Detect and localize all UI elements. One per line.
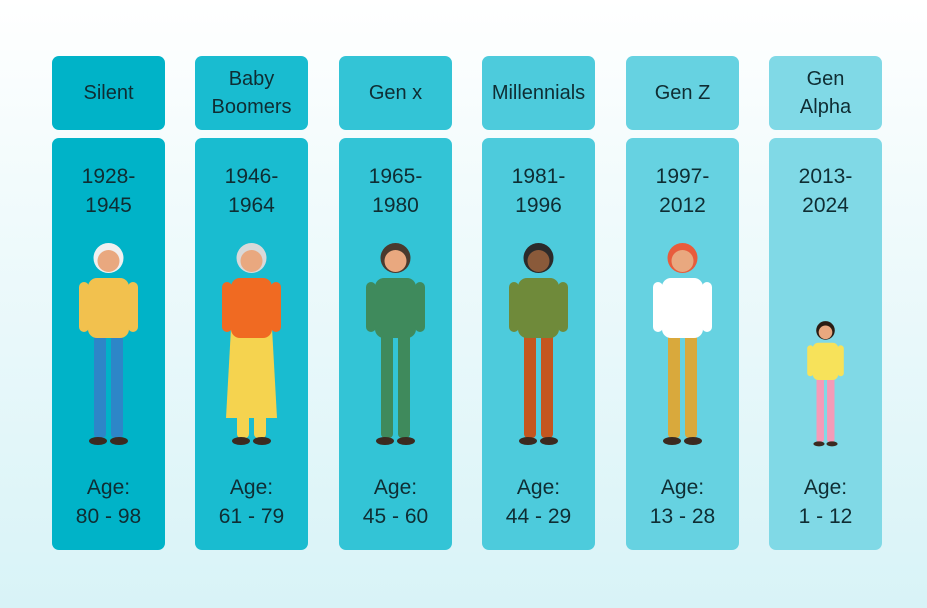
text-line: Age: (660, 476, 705, 499)
person-illustration (222, 243, 281, 445)
text-line: 1997- (655, 165, 710, 188)
generation-name: Silent (52, 56, 165, 130)
text-line: Alpha (799, 96, 852, 118)
person-illustration (366, 243, 425, 445)
person-illustration (807, 321, 844, 447)
text-line: Boomers (211, 96, 292, 118)
text-line: 61 - 79 (218, 505, 285, 528)
birth-years: 1928- 1945 (52, 162, 165, 220)
text-line: 13 - 28 (649, 505, 716, 528)
text-line: Gen Z (654, 82, 711, 104)
text-line: 2013- (798, 165, 853, 188)
text-line: Age: (86, 476, 131, 499)
person-illustration (79, 243, 138, 445)
text-line: 1981- (511, 165, 566, 188)
birth-years: 1965- 1980 (339, 162, 452, 220)
text-line: Age: (373, 476, 418, 499)
generation-card: 1946- 1964 Age: 61 - 79 (195, 138, 308, 550)
text-line: 2024 (802, 194, 849, 217)
text-line: 1946- (224, 165, 279, 188)
text-line: 1945 (85, 194, 132, 217)
text-line: Millennials (491, 82, 586, 104)
generation-card: 1965- 1980 Age: 45 - 60 (339, 138, 452, 550)
text-line: Age: (229, 476, 274, 499)
text-line: 1 - 12 (798, 505, 853, 528)
text-line: 44 - 29 (505, 505, 572, 528)
generation-name: Gen Z (626, 56, 739, 130)
text-line: 1964 (228, 194, 275, 217)
age-range: Age: 61 - 79 (195, 473, 308, 531)
text-line: 1965- (368, 165, 423, 188)
text-line: 2012 (659, 194, 706, 217)
age-range: Age: 44 - 29 (482, 473, 595, 531)
age-range: Age: 13 - 28 (626, 473, 739, 531)
generation-card: 2013- 2024 Age: 1 - 12 (769, 138, 882, 550)
text-line: 1996 (515, 194, 562, 217)
text-line: 80 - 98 (75, 505, 142, 528)
age-range: Age: 1 - 12 (769, 473, 882, 531)
generation-card: 1997- 2012 Age: 13 - 28 (626, 138, 739, 550)
text-line: Baby (228, 68, 275, 90)
birth-years: 1981- 1996 (482, 162, 595, 220)
birth-years: 1997- 2012 (626, 162, 739, 220)
person-illustration (509, 243, 568, 445)
generation-name: Baby Boomers (195, 56, 308, 130)
generation-name: Millennials (482, 56, 595, 130)
text-line: Gen (806, 68, 845, 90)
text-line: Age: (516, 476, 561, 499)
text-line: 1980 (372, 194, 419, 217)
generation-card: 1928- 1945 Age: 80 - 98 (52, 138, 165, 550)
generation-card: 1981- 1996 Age: 44 - 29 (482, 138, 595, 550)
text-line: Age: (803, 476, 848, 499)
birth-years: 1946- 1964 (195, 162, 308, 220)
person-illustration (653, 243, 712, 445)
text-line: Gen x (368, 82, 423, 104)
age-range: Age: 45 - 60 (339, 473, 452, 531)
generation-name: Gen x (339, 56, 452, 130)
generation-name: Gen Alpha (769, 56, 882, 130)
text-line: 45 - 60 (362, 505, 429, 528)
text-line: Silent (83, 82, 134, 104)
age-range: Age: 80 - 98 (52, 473, 165, 531)
birth-years: 2013- 2024 (769, 162, 882, 220)
text-line: 1928- (81, 165, 136, 188)
